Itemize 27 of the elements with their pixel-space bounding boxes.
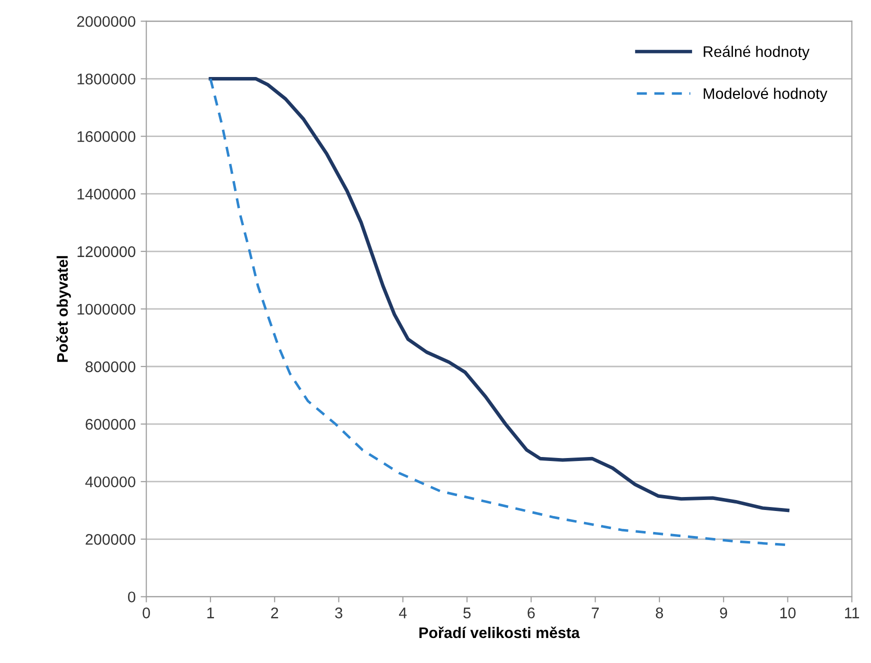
x-tick-label: 1 [207, 608, 214, 618]
x-tick-label: 3 [335, 608, 342, 618]
x-axis-title: Pořadí velikosti města [419, 626, 580, 638]
x-tick-label: 0 [142, 608, 150, 618]
x-tick-label: 4 [398, 608, 407, 618]
x-tick-label: 2 [271, 608, 278, 618]
y-tick-label: 200000 [86, 534, 136, 545]
x-tick-label: 10 [780, 608, 796, 618]
y-tick-label: 1800000 [78, 74, 136, 84]
x-tick-label: 6 [528, 608, 535, 618]
x-tick-label: 11 [845, 608, 860, 618]
y-tick-label: 1400000 [78, 188, 136, 200]
y-tick-label: 1200000 [78, 246, 136, 258]
legend-label: Modelové hodnoty [704, 88, 828, 102]
x-tick-label: 7 [592, 608, 599, 618]
x-tick-label: 9 [720, 608, 728, 618]
legend-label: Reálné hodnoty [704, 46, 810, 60]
y-tick-label: 0 [128, 592, 136, 602]
y-tick-label: 1000000 [78, 304, 136, 315]
y-tick-label: 400000 [85, 476, 136, 488]
y-tick-label: 2000000 [77, 16, 136, 27]
x-tick-label: 8 [656, 608, 664, 618]
y-tick-label: 800000 [86, 361, 136, 372]
y-tick-label: 600000 [86, 418, 136, 430]
y-axis-title: Počet obyvatel [56, 256, 71, 362]
x-tick-label: 5 [463, 608, 471, 618]
y-tick-label: 1600000 [78, 131, 136, 142]
